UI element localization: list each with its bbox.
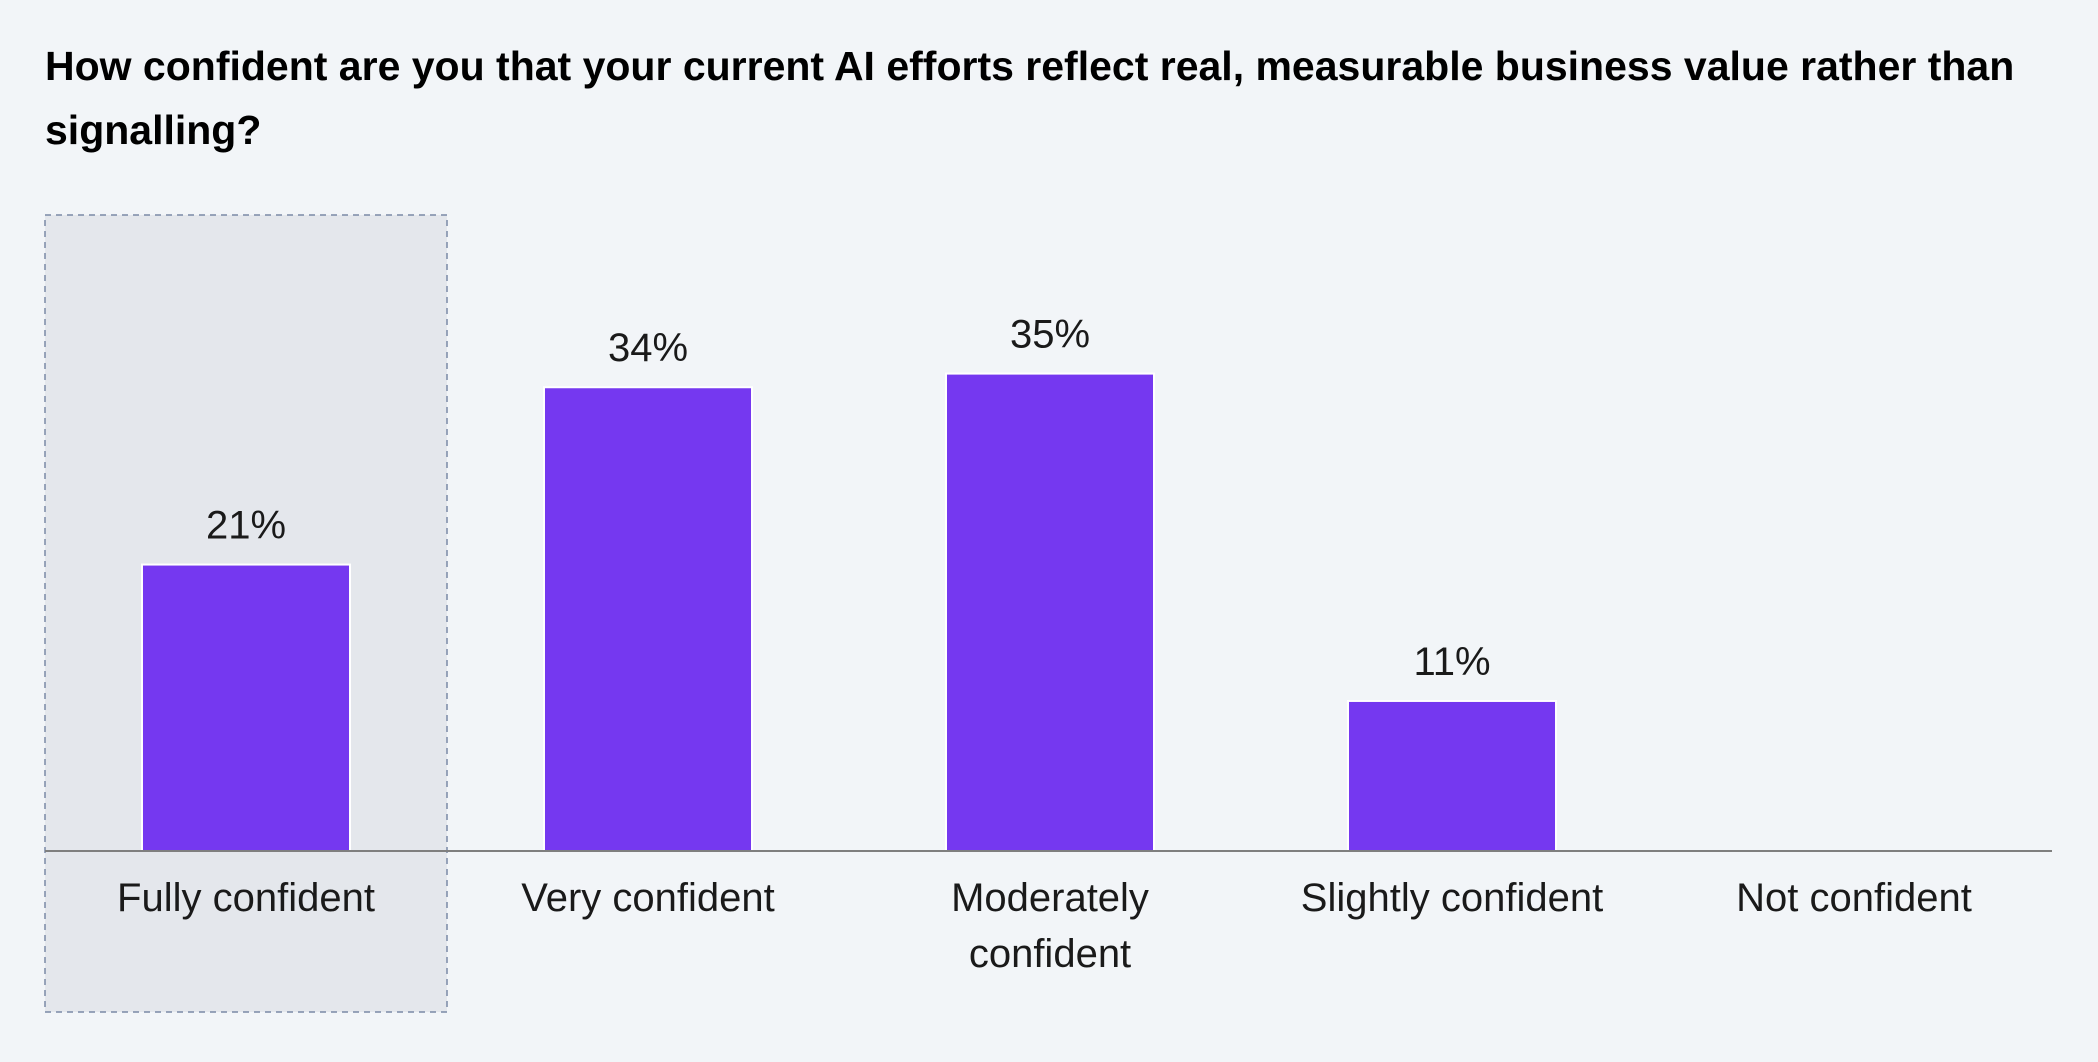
category-label: Very confident	[521, 876, 775, 920]
data-label: 34%	[608, 326, 688, 370]
category-label: Not confident	[1736, 876, 1972, 920]
chart-title: How confident are you that your current …	[45, 43, 2015, 153]
category-labels-layer: Fully confident Very confident Moderately c…	[117, 876, 1972, 976]
category-label: Fully confident	[117, 876, 375, 920]
category-label: Moderately confident	[951, 876, 1149, 976]
bars-layer	[141, 372, 1557, 853]
data-label: 21%	[206, 504, 286, 548]
value-labels-layer: 21% 34% 35% 11%	[206, 313, 1491, 684]
bar	[945, 372, 1155, 852]
bar	[543, 386, 753, 852]
data-label: 35%	[1010, 313, 1090, 357]
bar	[1347, 699, 1557, 853]
category-label: Slightly confident	[1301, 876, 1603, 920]
bar	[141, 563, 351, 852]
data-label: 11%	[1413, 640, 1490, 684]
